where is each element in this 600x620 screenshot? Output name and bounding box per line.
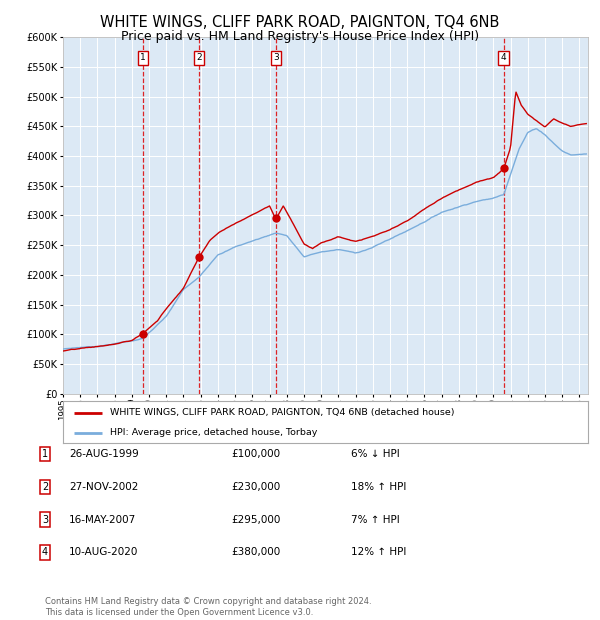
Text: 3: 3: [273, 53, 279, 63]
Text: WHITE WINGS, CLIFF PARK ROAD, PAIGNTON, TQ4 6NB (detached house): WHITE WINGS, CLIFF PARK ROAD, PAIGNTON, …: [110, 409, 455, 417]
Text: WHITE WINGS, CLIFF PARK ROAD, PAIGNTON, TQ4 6NB: WHITE WINGS, CLIFF PARK ROAD, PAIGNTON, …: [100, 15, 500, 30]
Text: Price paid vs. HM Land Registry's House Price Index (HPI): Price paid vs. HM Land Registry's House …: [121, 30, 479, 43]
Text: £380,000: £380,000: [231, 547, 280, 557]
Text: 3: 3: [42, 515, 48, 525]
Text: 16-MAY-2007: 16-MAY-2007: [69, 515, 136, 525]
Text: 12% ↑ HPI: 12% ↑ HPI: [351, 547, 406, 557]
Text: 1: 1: [140, 53, 146, 63]
Text: 27-NOV-2002: 27-NOV-2002: [69, 482, 139, 492]
Text: 1: 1: [42, 449, 48, 459]
Text: 7% ↑ HPI: 7% ↑ HPI: [351, 515, 400, 525]
Text: 18% ↑ HPI: 18% ↑ HPI: [351, 482, 406, 492]
Text: Contains HM Land Registry data © Crown copyright and database right 2024.
This d: Contains HM Land Registry data © Crown c…: [45, 598, 371, 617]
Text: 2: 2: [42, 482, 48, 492]
Text: 2: 2: [196, 53, 202, 63]
Text: 26-AUG-1999: 26-AUG-1999: [69, 449, 139, 459]
Text: 4: 4: [42, 547, 48, 557]
Text: 6% ↓ HPI: 6% ↓ HPI: [351, 449, 400, 459]
Text: £295,000: £295,000: [231, 515, 280, 525]
Text: HPI: Average price, detached house, Torbay: HPI: Average price, detached house, Torb…: [110, 428, 317, 437]
Text: £230,000: £230,000: [231, 482, 280, 492]
Text: £100,000: £100,000: [231, 449, 280, 459]
Text: 10-AUG-2020: 10-AUG-2020: [69, 547, 139, 557]
Text: 4: 4: [501, 53, 506, 63]
